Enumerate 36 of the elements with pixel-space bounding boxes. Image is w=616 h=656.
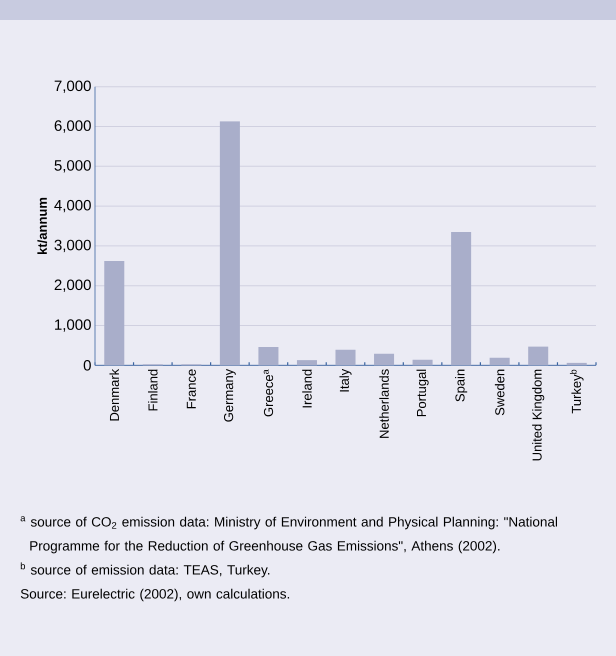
source-note: Source: Eurelectric (2002), own calculations.	[20, 588, 290, 602]
bar	[528, 346, 548, 366]
y-tick-label: 5,000	[54, 160, 91, 172]
bar	[258, 346, 278, 366]
x-tick-label: Finland	[148, 370, 158, 410]
text: $^{b}$ source of emission data: TEAS, Turkey.	[20, 562, 270, 578]
x-tick-label: United Kingdom	[532, 370, 544, 460]
bar	[412, 360, 433, 366]
x-tick-label: Spain	[455, 370, 468, 402]
x-tick-label: Portugal	[416, 370, 429, 416]
bar	[220, 121, 240, 366]
y-axis-title: kt/annum	[37, 198, 48, 254]
y-tick-label: 0	[84, 360, 91, 371]
y-tick-label: 2,000	[54, 280, 91, 292]
y-tick-label: 3,000	[54, 240, 91, 252]
bar	[374, 354, 394, 366]
y-tick-label: 4,000	[54, 200, 91, 212]
x-tick-label: Netherlands	[379, 369, 389, 438]
x-tick-label: Italy	[339, 368, 352, 392]
bar	[451, 232, 472, 366]
x-tick-label: Greece$^{a}$	[264, 369, 274, 416]
text: $^{a}$ source of CO$_{2}$ emission data: Ministry of Environment and Physical Planning: "National Programme for the Reduction of Greenhouse Gas Emissions", Athens (2002).	[20, 516, 558, 554]
x-tick-label: Ireland	[302, 370, 312, 408]
x-tick-label: Denmark	[109, 368, 120, 420]
y-tick-label: 7,000	[54, 80, 91, 93]
y-tick-label: 1,000	[55, 319, 91, 332]
y-tick-label: 6,000	[54, 120, 91, 133]
x-tick-label: Germany	[224, 368, 236, 422]
x-tick-label: Sweden	[494, 370, 504, 416]
x-tick-label: Turkey$^{b}$	[570, 370, 584, 414]
bar	[490, 358, 510, 366]
bar	[566, 362, 587, 366]
bar	[104, 261, 124, 366]
bar	[296, 360, 317, 366]
x-tick-label: France	[186, 369, 196, 408]
bar	[335, 350, 356, 366]
